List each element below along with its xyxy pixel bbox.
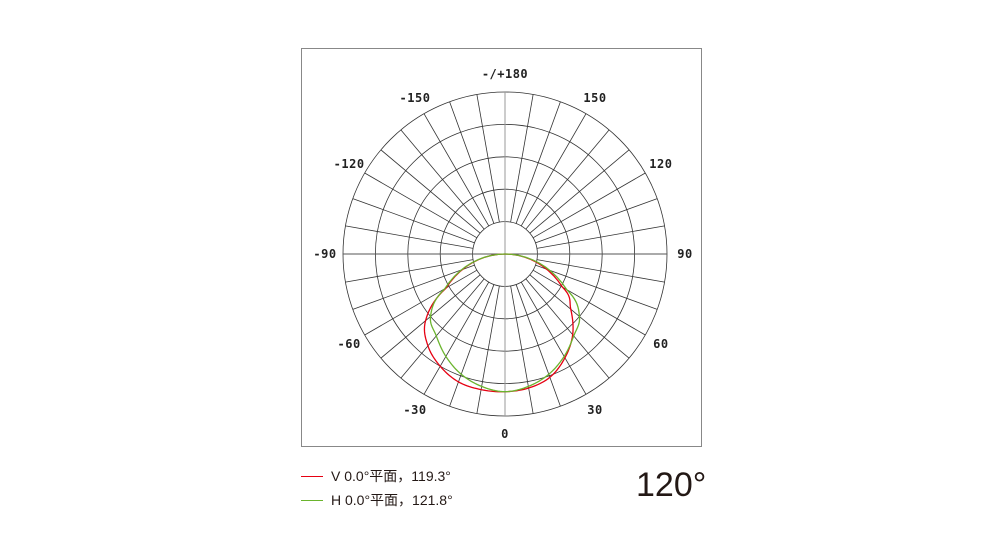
angle-tick-label: 30 bbox=[587, 403, 602, 417]
angle-tick-label: -120 bbox=[334, 157, 365, 171]
angle-tick-label: 90 bbox=[677, 247, 692, 261]
grid-spoke bbox=[515, 101, 561, 224]
angle-tick-label: -90 bbox=[313, 247, 336, 261]
angle-tick-label: 0 bbox=[501, 427, 509, 441]
grid-spoke bbox=[532, 269, 646, 336]
grid-spoke bbox=[529, 149, 630, 234]
grid-spoke bbox=[364, 172, 478, 239]
angle-tick-label: -/+180 bbox=[482, 67, 528, 81]
grid-spoke bbox=[476, 94, 500, 223]
angle-tick-labels: 0 30 60 90 120 150 -/+180 -150 -120 -90 -60 -30 bbox=[313, 67, 692, 441]
grid-spoke bbox=[520, 113, 587, 227]
legend-label-h: H 0.0°平面，121.8° bbox=[331, 492, 453, 508]
grid-spoke bbox=[345, 225, 474, 249]
angle-tick-label: -60 bbox=[338, 337, 361, 351]
grid-spoke bbox=[535, 264, 658, 310]
grid-spoke bbox=[510, 94, 534, 223]
series-group bbox=[423, 253, 581, 393]
grid-spoke bbox=[536, 259, 665, 283]
grid-spoke bbox=[532, 172, 646, 239]
legend-label-v: V 0.0°平面，119.3° bbox=[331, 468, 451, 484]
grid-spoke bbox=[535, 198, 658, 244]
grid-spoke bbox=[423, 113, 490, 227]
beam-angle: 120° bbox=[636, 466, 707, 504]
grid-spoke bbox=[423, 281, 490, 395]
legend-item-h: H 0.0°平面，121.8° bbox=[301, 490, 453, 510]
grid-spoke bbox=[536, 225, 665, 249]
grid-spoke bbox=[380, 149, 481, 234]
series-line-h bbox=[429, 253, 581, 393]
angle-tick-label: 60 bbox=[653, 337, 668, 351]
grid-spoke bbox=[449, 284, 495, 407]
grid-spoke bbox=[364, 269, 478, 336]
grid-spoke bbox=[510, 285, 534, 414]
angle-tick-label: 120 bbox=[649, 157, 672, 171]
angle-tick-label: -150 bbox=[400, 91, 431, 105]
grid-spoke bbox=[515, 284, 561, 407]
grid-spoke bbox=[352, 198, 475, 244]
grid-spoke bbox=[352, 264, 475, 310]
angle-tick-label: 150 bbox=[583, 91, 606, 105]
grid-spoke bbox=[520, 281, 587, 395]
grid-spoke bbox=[476, 285, 500, 414]
legend-swatch-green bbox=[301, 499, 323, 501]
grid-spoke bbox=[525, 129, 610, 230]
angle-tick-label: -30 bbox=[403, 403, 426, 417]
legend-swatch-red bbox=[301, 475, 323, 477]
grid-spoke bbox=[345, 259, 474, 283]
grid-spoke bbox=[449, 101, 495, 224]
legend-item-v: V 0.0°平面，119.3° bbox=[301, 466, 451, 486]
grid-spoke bbox=[400, 278, 485, 379]
grid-spoke bbox=[525, 278, 610, 379]
grid-spoke bbox=[400, 129, 485, 230]
chart-frame bbox=[301, 48, 702, 447]
